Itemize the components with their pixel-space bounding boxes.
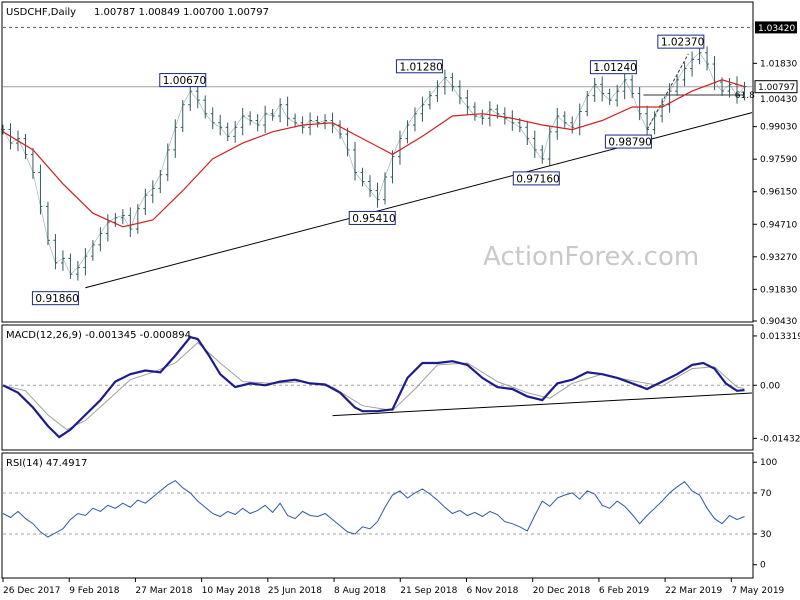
resistance-tag-bg xyxy=(755,21,797,34)
price-annotation-label: 0.91860 xyxy=(35,293,78,305)
macd-y-tick-label: 0.013319 xyxy=(760,332,800,342)
moving-average-line xyxy=(2,79,745,228)
price-annotation-box xyxy=(589,60,637,75)
ohlc-label: 1.00787 1.00849 1.00700 1.00797 xyxy=(94,7,269,18)
current-price-tag-bg xyxy=(754,80,798,94)
x-tick-label: 27 Mar 2018 xyxy=(135,586,192,596)
symbol-label: USDCHF,Daily xyxy=(6,7,76,18)
macd-y-tick-label: -0.014323 xyxy=(760,434,800,444)
price-annotation-label: 1.01280 xyxy=(399,61,442,73)
rsi-y-tick-label: 30 xyxy=(760,530,772,540)
price-y-tick-label: 1.01830 xyxy=(760,59,797,69)
price-bar xyxy=(360,167,365,187)
price-bar xyxy=(345,127,350,157)
price-y-tick-label: 0.90430 xyxy=(760,317,797,327)
price-y-tick-label: 0.96150 xyxy=(760,188,797,198)
price-bar xyxy=(540,145,545,164)
x-tick-label: 9 Feb 2018 xyxy=(69,586,120,596)
price-bar xyxy=(660,98,665,123)
x-tick-label: 7 May 2019 xyxy=(731,586,784,596)
rsi-panel-frame xyxy=(1,452,754,579)
price-annotation-box xyxy=(657,34,705,49)
price-y-tick-label: 0.99030 xyxy=(760,123,797,133)
rsi-label: RSI(14) 47.4917 xyxy=(6,458,87,469)
price-bar xyxy=(727,77,732,98)
rsi-y-tick-label: 0 xyxy=(760,561,766,571)
x-tick-label: 10 May 2018 xyxy=(202,586,261,596)
price-annotation-label: 1.01240 xyxy=(593,62,636,74)
price-annotation-label: 0.95410 xyxy=(352,213,395,225)
axes-layer: 1.01830 0.99030 0.97590 0.96150 0.94710 0.932… xyxy=(2,21,800,596)
price-bar xyxy=(637,87,642,121)
rsi-layer xyxy=(2,479,752,538)
price-y-tick-label: 0.93270 xyxy=(760,253,797,263)
level-tag-label: 1.00430 xyxy=(760,95,797,105)
price-panel-frame xyxy=(1,1,754,323)
macd-trendline xyxy=(332,392,753,417)
price-bar xyxy=(742,81,747,101)
x-tick-label: 21 Sep 2018 xyxy=(400,586,457,596)
price-annotation-label: 0.97160 xyxy=(516,173,559,185)
rsi-y-tick-label: 70 xyxy=(760,489,772,499)
price-annotation-label: 0.98790 xyxy=(608,137,651,149)
current-price-tag-label: 1.00797 xyxy=(758,83,795,93)
price-annotation-box xyxy=(31,291,79,306)
macd-signal-line xyxy=(2,342,745,431)
price-annotation-box xyxy=(512,171,560,186)
price-bar xyxy=(1,124,5,135)
x-tick-label: 20 Dec 2018 xyxy=(533,586,591,596)
price-y-tick-label: 0.97590 xyxy=(760,155,797,165)
macd-line xyxy=(2,335,745,439)
x-tick-label: 8 Aug 2018 xyxy=(334,586,386,596)
price-bar xyxy=(60,250,65,271)
price-layer: 61.80.918601.006700.954101.012800.971601… xyxy=(1,26,755,306)
watermark: ActionForex.com xyxy=(483,242,699,272)
price-bar xyxy=(675,75,680,96)
rsi-y-tick-label: 100 xyxy=(760,458,777,468)
price-bar xyxy=(195,83,200,109)
price-annotation-box xyxy=(604,134,652,149)
price-annotation-box xyxy=(159,73,207,88)
price-bar xyxy=(120,209,125,225)
macd-layer xyxy=(2,335,753,439)
price-series-line xyxy=(2,52,745,275)
price-bar xyxy=(645,105,650,138)
resistance-tag-label: 1.03420 xyxy=(758,24,795,34)
price-annotation-label: 1.00670 xyxy=(163,75,206,87)
price-annotation-box xyxy=(395,59,443,74)
price-bar xyxy=(278,98,283,123)
price-bar xyxy=(667,83,672,113)
price-bar xyxy=(45,201,50,246)
macd-panel-frame xyxy=(1,324,754,451)
x-tick-label: 6 Feb 2019 xyxy=(599,586,650,596)
price-y-tick-label: 0.94710 xyxy=(760,220,797,230)
macd-label: MACD(12,26,9) -0.001345 -0.000894 xyxy=(6,330,191,341)
x-tick-label: 25 Jun 2018 xyxy=(268,586,322,596)
price-y-tick-label: 0.91830 xyxy=(760,285,797,295)
price-bar xyxy=(128,207,133,238)
x-tick-label: 26 Dec 2017 xyxy=(3,586,61,596)
rsi-line xyxy=(2,479,745,538)
price-bar xyxy=(270,109,275,121)
price-annotation-box xyxy=(348,210,396,225)
price-annotation-label: 1.02370 xyxy=(661,37,704,49)
x-tick-label: 22 Mar 2019 xyxy=(665,586,722,596)
fib-projection-line xyxy=(646,53,689,130)
price-bar xyxy=(652,111,657,135)
price-bar xyxy=(150,180,155,204)
x-tick-label: 6 Nov 2018 xyxy=(466,586,518,596)
macd-y-tick-label: 0.00 xyxy=(760,381,780,391)
price-bar xyxy=(570,116,575,134)
price-bar xyxy=(375,182,380,208)
